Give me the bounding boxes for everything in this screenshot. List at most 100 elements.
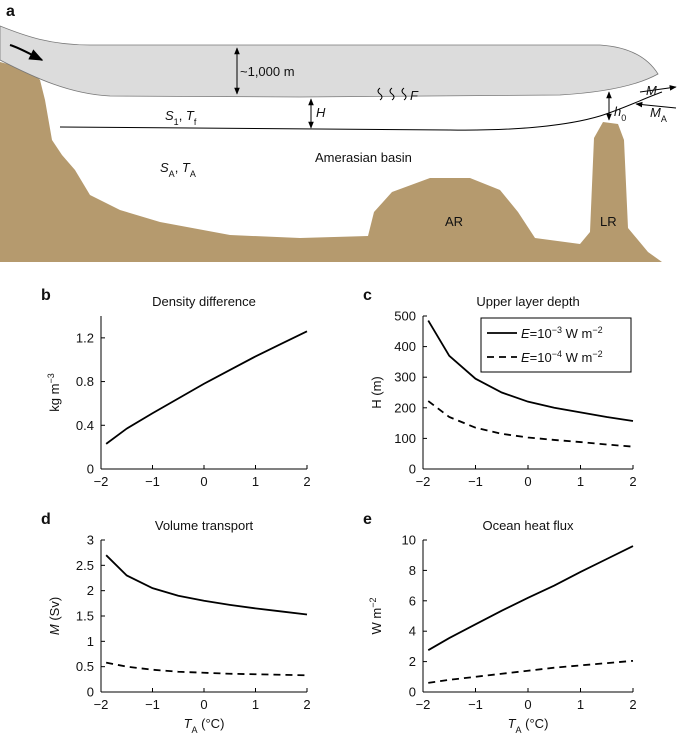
series-line bbox=[105, 554, 308, 616]
sill-depth-label: h0 bbox=[614, 104, 626, 123]
interface-line bbox=[59, 91, 663, 131]
series-line bbox=[427, 320, 634, 422]
text-part: T bbox=[186, 108, 195, 123]
text-part: H bbox=[316, 105, 326, 120]
y-tick-label: 1 bbox=[87, 634, 94, 649]
y-tick-label: 1.5 bbox=[76, 609, 94, 624]
chart-title: Volume transport bbox=[155, 518, 254, 533]
x-axis-label: TA (°C) bbox=[184, 716, 225, 735]
text-part: =10 bbox=[530, 326, 552, 341]
y-tick-label: 0 bbox=[409, 685, 416, 700]
x-tick-label: −2 bbox=[416, 474, 431, 489]
x-axis-label: TA (°C) bbox=[508, 716, 549, 735]
panel-label: a bbox=[6, 3, 15, 20]
chart-title: Density difference bbox=[152, 294, 256, 309]
x-tick-label: −2 bbox=[94, 474, 109, 489]
text-part: M bbox=[646, 83, 657, 98]
text-part: W m bbox=[562, 350, 592, 365]
x-tick-label: 0 bbox=[200, 474, 207, 489]
text-part: −3 bbox=[552, 325, 562, 335]
text-part: −2 bbox=[368, 598, 378, 608]
panel-label: e bbox=[363, 511, 372, 528]
text-part: A bbox=[169, 169, 175, 179]
x-tick-label: −1 bbox=[468, 697, 483, 712]
text-part: S bbox=[160, 160, 169, 175]
y-tick-label: 500 bbox=[394, 309, 416, 324]
x-tick-label: −1 bbox=[468, 474, 483, 489]
text-part: T bbox=[182, 160, 191, 175]
text-part: W m bbox=[369, 608, 384, 635]
y-tick-label: 4 bbox=[409, 624, 416, 639]
text-part: , bbox=[179, 108, 186, 123]
y-tick-label: 1.2 bbox=[76, 330, 94, 345]
x-tick-label: 0 bbox=[524, 474, 531, 489]
y-tick-label: 10 bbox=[402, 533, 416, 548]
x-tick-label: 2 bbox=[303, 697, 310, 712]
basin-label: Amerasian basin bbox=[315, 150, 412, 165]
chart-title: Ocean heat flux bbox=[482, 518, 574, 533]
heat-flux-waves bbox=[377, 87, 407, 101]
x-tick-label: −1 bbox=[145, 697, 160, 712]
series-line bbox=[105, 330, 308, 445]
y-tick-label: 300 bbox=[394, 370, 416, 385]
x-tick-label: 1 bbox=[577, 474, 584, 489]
text-part: T bbox=[184, 716, 193, 731]
series-line bbox=[105, 661, 308, 677]
text-part: S bbox=[165, 108, 174, 123]
text-part: (Sv) bbox=[47, 597, 62, 624]
seafloor bbox=[0, 62, 662, 262]
panel-label: b bbox=[41, 287, 51, 304]
text-part: −2 bbox=[592, 349, 602, 359]
flux-label: F bbox=[410, 88, 419, 103]
x-tick-label: 0 bbox=[524, 697, 531, 712]
text-part: , bbox=[175, 160, 182, 175]
legend-label: E=10−3 W m−2 bbox=[521, 325, 603, 341]
text-part: −2 bbox=[592, 325, 602, 335]
text-part: M bbox=[650, 105, 661, 120]
text-part: M bbox=[47, 624, 62, 635]
y-tick-label: 3 bbox=[87, 533, 94, 548]
text-part: E bbox=[521, 350, 530, 365]
x-tick-label: 0 bbox=[200, 697, 207, 712]
y-tick-label: 0.8 bbox=[76, 374, 94, 389]
y-tick-label: 0 bbox=[409, 462, 416, 477]
x-tick-label: 2 bbox=[629, 697, 636, 712]
legend-label: E=10−4 W m−2 bbox=[521, 349, 603, 365]
y-tick-label: 6 bbox=[409, 593, 416, 608]
return-label: MA bbox=[650, 105, 667, 124]
text-part: 0 bbox=[621, 113, 626, 123]
text-part: h bbox=[614, 104, 621, 119]
ice-shelf bbox=[0, 25, 659, 98]
text-part: −3 bbox=[46, 373, 56, 383]
x-tick-label: −2 bbox=[416, 697, 431, 712]
text-part: 1 bbox=[174, 117, 179, 127]
text-part: −4 bbox=[552, 349, 562, 359]
y-axis-label: kg m−3 bbox=[46, 373, 62, 411]
text-part: T bbox=[508, 716, 517, 731]
y-tick-label: 0 bbox=[87, 462, 94, 477]
series-line bbox=[427, 545, 634, 651]
text-part: A bbox=[661, 114, 667, 124]
upper-layer-label: S1, Tf bbox=[165, 108, 197, 127]
x-tick-label: 2 bbox=[629, 474, 636, 489]
text-part: W m bbox=[562, 326, 592, 341]
text-part: kg m bbox=[47, 384, 62, 412]
y-axis-label: W m−2 bbox=[368, 598, 384, 635]
text-part: A bbox=[192, 725, 198, 735]
y-tick-label: 100 bbox=[394, 431, 416, 446]
x-tick-label: 2 bbox=[303, 474, 310, 489]
x-tick-label: −2 bbox=[94, 697, 109, 712]
text-part: (°C) bbox=[522, 716, 549, 731]
y-tick-label: 0.5 bbox=[76, 659, 94, 674]
x-tick-label: 1 bbox=[252, 697, 259, 712]
legend-box bbox=[480, 317, 632, 373]
x-tick-label: −1 bbox=[145, 474, 160, 489]
y-tick-label: 400 bbox=[394, 339, 416, 354]
y-axis-label: M (Sv) bbox=[47, 597, 62, 635]
series-line bbox=[427, 400, 634, 448]
text-part: =10 bbox=[530, 350, 552, 365]
text-part: (°C) bbox=[198, 716, 225, 731]
return-arrow bbox=[635, 101, 677, 109]
y-tick-label: 2 bbox=[87, 583, 94, 598]
thickness-label: ~1,000 m bbox=[240, 64, 295, 79]
